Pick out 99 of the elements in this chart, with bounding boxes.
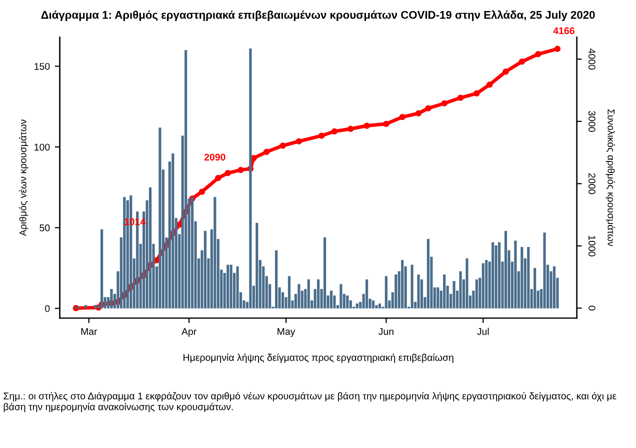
x-tick-label: Jun [378, 328, 394, 335]
bar [401, 260, 404, 308]
bar [466, 258, 468, 308]
y-tick-label: 150 [34, 62, 50, 70]
bar [459, 271, 462, 308]
point [263, 148, 270, 156]
y-axis-title: Αριθμός νέων κρουσμάτων [18, 120, 28, 236]
point [383, 120, 390, 128]
x-tick-label: Jul [477, 328, 489, 335]
bar [100, 229, 104, 308]
point [457, 94, 464, 101]
bar [236, 266, 239, 308]
y2-tick-label: 0 [588, 306, 596, 310]
bar [436, 287, 440, 308]
bar [410, 264, 414, 308]
bar [426, 238, 430, 308]
y-tick-label: 50 [40, 224, 50, 232]
point [296, 138, 302, 144]
x-tick-label: Apr [182, 328, 196, 337]
point [318, 132, 325, 139]
bar [190, 197, 194, 308]
bar [94, 305, 97, 308]
bar [372, 300, 375, 308]
x-axis-title: Ημερομηνία λήψης δείγματος προς εργαστηριακή επιβεβαίωση [184, 354, 454, 363]
point [250, 154, 257, 162]
x-tick-label: Mar [81, 328, 98, 335]
bar [346, 295, 349, 308]
point [215, 174, 222, 182]
point [331, 128, 338, 134]
bar [482, 263, 484, 308]
bar [172, 153, 174, 308]
bar [356, 304, 358, 308]
y2-axis-title: Συνολικός αριθμός κρουσμάτων [606, 109, 616, 246]
bar [148, 187, 152, 308]
bar [443, 274, 446, 308]
bar [534, 268, 536, 308]
point [425, 105, 432, 112]
point [399, 114, 406, 120]
bar [330, 290, 333, 308]
bar [552, 266, 556, 308]
y2-tick-label: 1000 [588, 236, 596, 256]
bar [214, 197, 216, 308]
bar [498, 242, 501, 308]
point [238, 166, 244, 174]
point [486, 82, 493, 88]
y2-tick-label: 4000 [588, 48, 596, 70]
bar [323, 237, 326, 308]
y-tick-label: 100 [34, 144, 50, 151]
bar [543, 232, 546, 308]
point [280, 142, 286, 149]
bar [527, 247, 530, 308]
bar [366, 279, 368, 308]
bar [514, 240, 517, 308]
point [518, 58, 526, 65]
bar [256, 222, 258, 308]
bar [249, 48, 252, 308]
bar [226, 264, 230, 308]
point [441, 100, 448, 106]
y2-tick-label: 2000 [588, 173, 596, 194]
bar [452, 280, 456, 308]
bar [417, 274, 420, 308]
bar [340, 284, 342, 308]
bar [275, 250, 278, 308]
bar [184, 50, 188, 308]
annotation: 2090 [204, 154, 226, 161]
text: 4166 [553, 27, 574, 34]
bar [485, 260, 488, 308]
bar [123, 197, 126, 308]
point [474, 90, 480, 97]
bar [307, 279, 310, 308]
bar [84, 305, 87, 308]
bar [394, 274, 398, 308]
bar [298, 284, 300, 308]
point [554, 46, 561, 52]
bar [230, 264, 232, 308]
bar [504, 230, 508, 308]
chart-title: Διάγραμμα 1: Αριθμός εργαστηριακά επιβεβαιωμένων κρουσμάτων COVID-19 στην Ελλάδα, 25 July 2020 [41, 10, 595, 21]
y-tick-label: 0 [45, 305, 50, 312]
y2-tick-label: 3000 [588, 110, 596, 132]
x-tick-label: May [278, 328, 296, 337]
bar [204, 230, 206, 308]
bar [288, 276, 291, 308]
point [198, 188, 206, 195]
bar [492, 242, 494, 308]
bar [317, 279, 320, 308]
bar [475, 279, 478, 308]
point [415, 110, 422, 116]
point [502, 68, 509, 75]
text: Σημ.: οι στήλες στο Διάγραμμα 1 εκφράζουν τον αριθμό νέων κρουσμάτων με βάση την ημερομηνία λήψης εργαστηριακού δείγματος, και όχι με βάση την ημερομηνία ανακοίνωσης των κρουσμάτων. [4, 392, 616, 412]
bar [520, 247, 524, 308]
point [364, 122, 370, 129]
bar [384, 276, 388, 308]
point [348, 126, 354, 132]
bar [158, 128, 162, 308]
point [224, 170, 231, 176]
point [534, 51, 542, 58]
bar [378, 304, 382, 308]
bar [494, 245, 498, 308]
bar [110, 289, 113, 308]
